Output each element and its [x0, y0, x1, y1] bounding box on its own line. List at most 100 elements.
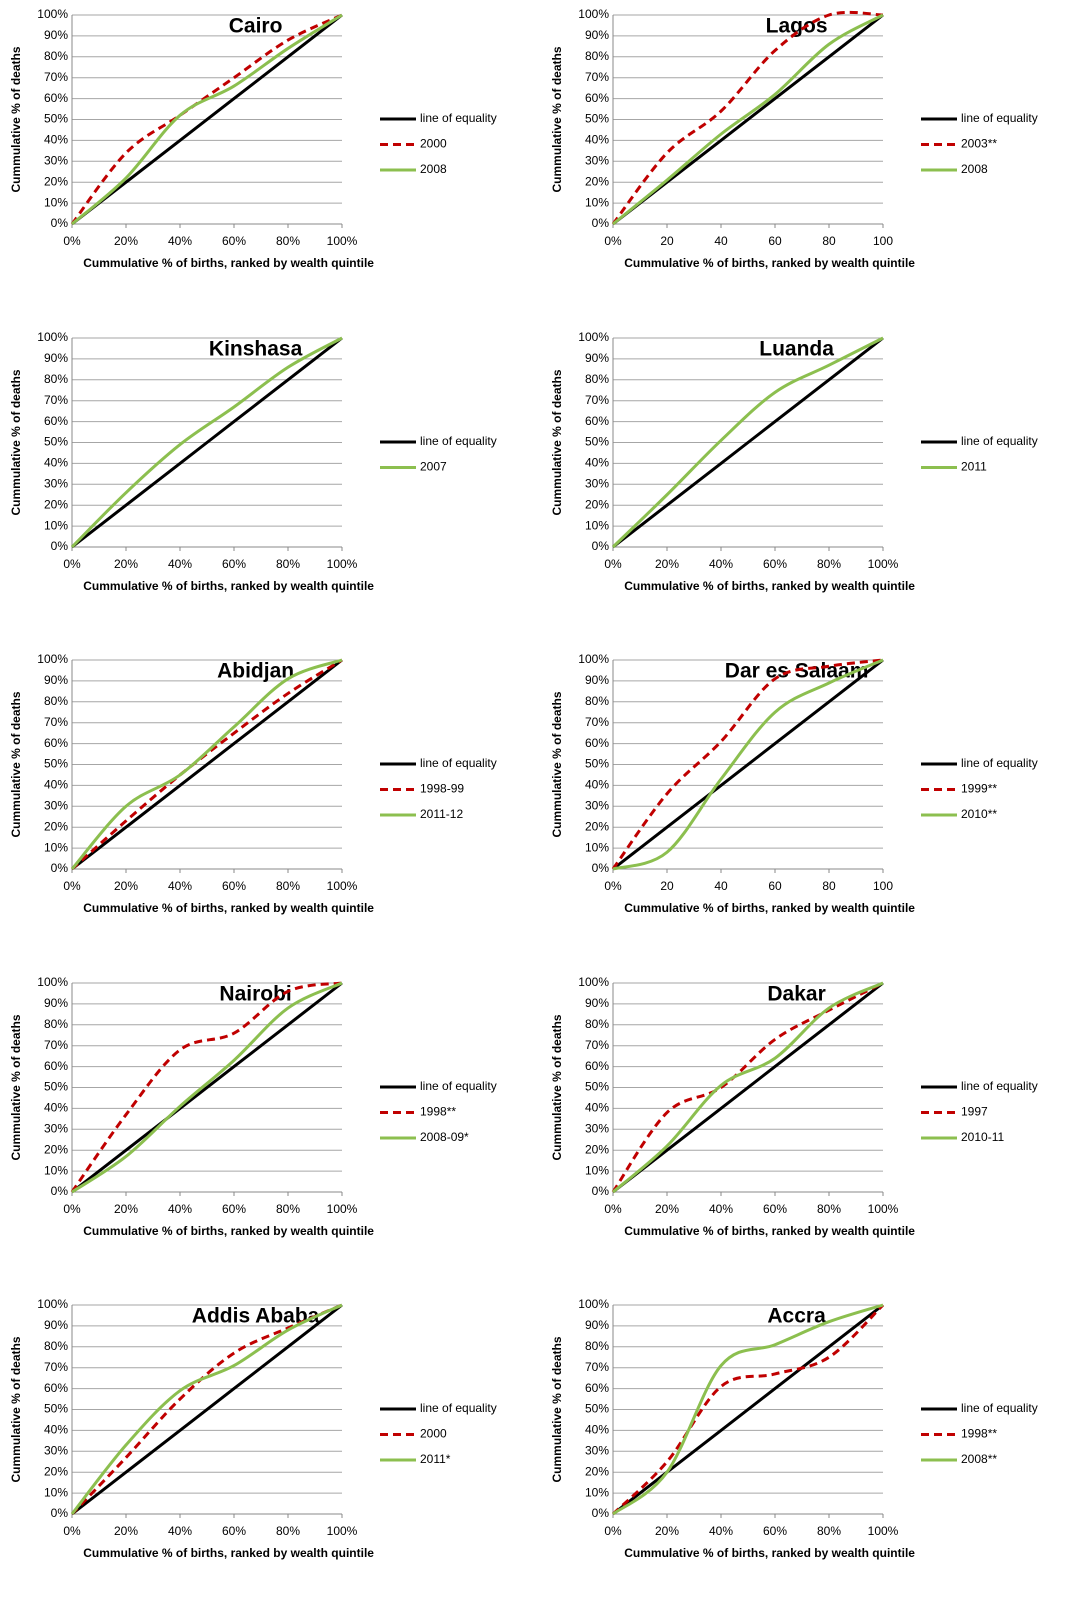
y-axis-label: Cummulative % of deaths — [550, 1336, 564, 1482]
y-tick-label: 70% — [44, 70, 68, 84]
y-tick-label: 80% — [585, 49, 609, 63]
x-tick-label: 100% — [868, 557, 899, 571]
x-tick-label: 60% — [763, 557, 787, 571]
x-tick-label: 100 — [873, 234, 893, 248]
x-tick-label: 20% — [114, 557, 138, 571]
x-tick-label: 60% — [222, 234, 246, 248]
series-line — [611, 10, 884, 225]
x-tick-label: 40% — [168, 1524, 192, 1538]
series-line — [70, 336, 343, 549]
x-tick-label: 20% — [114, 1524, 138, 1538]
y-tick-label: 50% — [585, 112, 609, 126]
y-tick-label: 20% — [585, 819, 609, 833]
chart-title: Accra — [767, 1305, 826, 1328]
y-tick-label: 40% — [44, 456, 68, 470]
y-tick-label: 90% — [44, 1318, 68, 1332]
x-tick-label: 20% — [655, 1202, 679, 1216]
y-tick-label: 50% — [44, 757, 68, 771]
y-tick-label: 20% — [44, 497, 68, 511]
x-tick-label: 0% — [604, 557, 622, 571]
x-tick-label: 80% — [817, 557, 841, 571]
series-line — [612, 981, 884, 1194]
x-tick-label: 20% — [114, 879, 138, 893]
legend-label: 2008 — [961, 162, 988, 176]
y-tick-label: 30% — [44, 798, 68, 812]
y-tick-label: 30% — [585, 1121, 609, 1135]
x-tick-label: 60% — [763, 1524, 787, 1538]
y-tick-label: 100% — [37, 1297, 68, 1311]
y-tick-label: 70% — [44, 393, 68, 407]
y-tick-label: 80% — [44, 1339, 68, 1353]
x-tick-label: 60% — [222, 879, 246, 893]
legend-label: 2010** — [961, 807, 997, 821]
x-axis-label: Cummulative % of births, ranked by wealt… — [83, 1546, 374, 1560]
legend-label: 2011-12 — [420, 807, 463, 821]
y-tick-label: 30% — [44, 476, 68, 490]
y-tick-label: 0% — [592, 861, 610, 875]
y-tick-label: 60% — [585, 91, 609, 105]
series-line — [612, 981, 884, 1194]
legend-label: 1998** — [420, 1105, 456, 1119]
y-tick-label: 90% — [44, 351, 68, 365]
chart-title: Luanda — [759, 338, 834, 361]
x-tick-label: 20% — [655, 557, 679, 571]
y-tick-label: 70% — [44, 715, 68, 729]
chart-title: Nairobi — [219, 983, 291, 1006]
x-tick-label: 0% — [63, 879, 81, 893]
y-tick-label: 0% — [592, 1184, 610, 1198]
x-tick-label: 80 — [822, 879, 836, 893]
y-tick-label: 60% — [585, 1059, 609, 1073]
y-tick-label: 70% — [585, 1038, 609, 1052]
chart-title: Lagos — [766, 15, 828, 38]
legend-label: line of equality — [420, 111, 497, 125]
x-tick-label: 0% — [604, 1202, 622, 1216]
y-tick-label: 40% — [585, 1101, 609, 1115]
series-line — [71, 336, 343, 549]
series-line — [611, 336, 884, 549]
y-tick-label: 50% — [44, 1080, 68, 1094]
chart-title: Dakar — [767, 983, 825, 1006]
y-tick-label: 90% — [585, 673, 609, 687]
x-tick-label: 0% — [63, 1524, 81, 1538]
y-tick-label: 60% — [585, 736, 609, 750]
x-tick-label: 60% — [763, 1202, 787, 1216]
y-tick-label: 30% — [44, 1121, 68, 1135]
y-tick-label: 70% — [44, 1038, 68, 1052]
x-axis-label: Cummulative % of births, ranked by wealt… — [83, 579, 374, 593]
x-tick-label: 80% — [276, 234, 300, 248]
x-tick-label: 40% — [168, 1202, 192, 1216]
legend-label: line of equality — [420, 434, 497, 448]
x-axis-label: Cummulative % of births, ranked by wealt… — [624, 1224, 915, 1238]
x-tick-label: 60 — [768, 879, 782, 893]
x-tick-label: 40% — [709, 1524, 733, 1538]
y-tick-label: 60% — [44, 736, 68, 750]
y-axis-label: Cummulative % of deaths — [9, 1336, 23, 1482]
y-tick-label: 90% — [585, 28, 609, 42]
x-tick-label: 0% — [63, 1202, 81, 1216]
y-tick-label: 50% — [585, 435, 609, 449]
y-tick-label: 50% — [44, 112, 68, 126]
legend-label: 1997 — [961, 1105, 988, 1119]
y-tick-label: 100% — [578, 652, 609, 666]
series-line — [71, 981, 343, 1194]
x-axis-label: Cummulative % of births, ranked by wealt… — [83, 256, 374, 270]
x-tick-label: 100% — [868, 1202, 899, 1216]
x-tick-label: 40% — [709, 1202, 733, 1216]
y-tick-label: 80% — [44, 694, 68, 708]
y-tick-label: 10% — [585, 1163, 609, 1177]
y-tick-label: 20% — [44, 819, 68, 833]
y-tick-label: 60% — [44, 1381, 68, 1395]
legend-label: 2011 — [961, 460, 987, 474]
legend-label: line of equality — [961, 756, 1038, 770]
x-tick-label: 60% — [222, 1524, 246, 1538]
y-axis-label: Cummulative % of deaths — [9, 1014, 23, 1160]
y-tick-label: 60% — [585, 414, 609, 428]
y-axis-label: Cummulative % of deaths — [550, 1014, 564, 1160]
y-tick-label: 10% — [44, 518, 68, 532]
x-tick-label: 20 — [660, 234, 674, 248]
y-axis-label: Cummulative % of deaths — [9, 369, 23, 515]
y-axis-label: Cummulative % of deaths — [9, 46, 23, 192]
legend-label: line of equality — [420, 1079, 497, 1093]
